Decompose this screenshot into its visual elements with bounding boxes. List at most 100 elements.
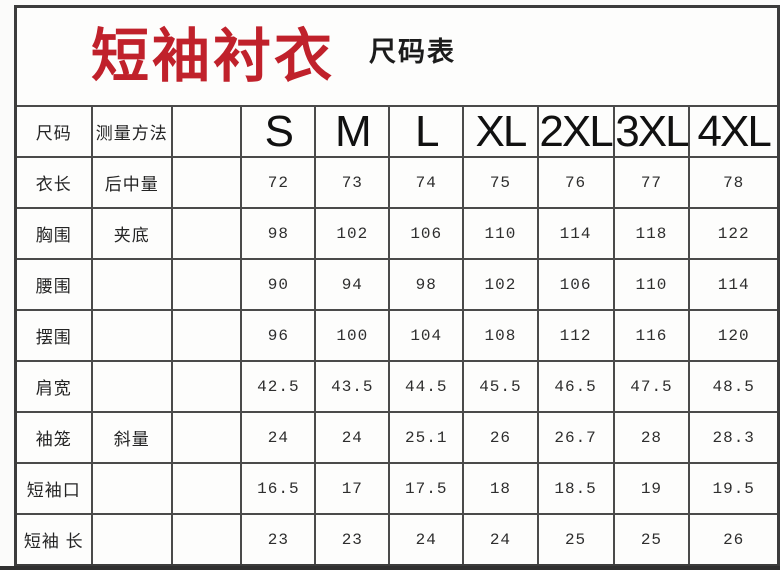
- header-row: 尺码 测量方法 S M L XL 2XL 3XL 4XL: [14, 105, 780, 158]
- column-header-method: 测量方法: [90, 105, 174, 158]
- value-cell: 108: [462, 309, 539, 362]
- value-cell: 28.3: [688, 411, 780, 464]
- value-cell: 17: [314, 462, 391, 515]
- product-title: 短袖衬衣: [91, 23, 336, 89]
- value-cell: 112: [536, 309, 615, 362]
- value-cell: 23: [314, 513, 391, 567]
- value-cell: 43.5: [314, 360, 391, 413]
- row-method: 斜量: [90, 411, 174, 464]
- value-cell: 120: [688, 309, 780, 362]
- value-cell: 90: [240, 258, 317, 311]
- spare-cell: [171, 360, 243, 413]
- row-label: 肩宽: [14, 360, 93, 413]
- value-cell: 24: [462, 513, 539, 567]
- value-cell: 73: [314, 156, 391, 209]
- value-cell: 102: [462, 258, 539, 311]
- bottom-edge-line: [0, 566, 780, 570]
- chart-title: 尺码表: [369, 37, 457, 67]
- spare-cell: [171, 309, 243, 362]
- row-method: [90, 258, 174, 311]
- title-row: 短袖衬衣 尺码表: [14, 5, 780, 107]
- value-cell: 18: [462, 462, 539, 515]
- value-cell: 98: [240, 207, 317, 260]
- value-cell: 26.7: [536, 411, 615, 464]
- value-cell: 74: [388, 156, 465, 209]
- column-header-size-2xl: 2XL: [536, 105, 615, 158]
- value-cell: 76: [536, 156, 615, 209]
- value-cell: 116: [612, 309, 691, 362]
- table-row-chest: 胸围 夹底 98 102 106 110 114 118 122: [14, 207, 780, 260]
- value-cell: 94: [314, 258, 391, 311]
- row-method: [90, 513, 174, 567]
- value-cell: 114: [536, 207, 615, 260]
- spare-cell: [171, 207, 243, 260]
- row-label: 衣长: [14, 156, 93, 209]
- value-cell: 19.5: [688, 462, 780, 515]
- value-cell: 118: [612, 207, 691, 260]
- value-cell: 25.1: [388, 411, 465, 464]
- table-row-waist: 腰围 90 94 98 102 106 110 114: [14, 258, 780, 311]
- value-cell: 106: [536, 258, 615, 311]
- column-header-size-m: M: [314, 105, 391, 158]
- value-cell: 114: [688, 258, 780, 311]
- size-chart-table: 短袖衬衣 尺码表 尺码 测量方法 S M L XL 2XL 3XL 4XL 衣长…: [14, 5, 780, 567]
- value-cell: 45.5: [462, 360, 539, 413]
- value-cell: 110: [462, 207, 539, 260]
- value-cell: 46.5: [536, 360, 615, 413]
- value-cell: 42.5: [240, 360, 317, 413]
- column-header-size-xl: XL: [462, 105, 539, 158]
- value-cell: 19: [612, 462, 691, 515]
- spare-cell: [171, 156, 243, 209]
- title-wrap: 短袖衬衣 尺码表: [17, 23, 777, 89]
- value-cell: 23: [240, 513, 317, 567]
- row-method: 后中量: [90, 156, 174, 209]
- value-cell: 18.5: [536, 462, 615, 515]
- row-label: 腰围: [14, 258, 93, 311]
- table-row-sleeve-length: 短袖 长 23 23 24 24 25 25 26: [14, 513, 780, 567]
- column-header-size-l: L: [388, 105, 465, 158]
- spare-cell: [171, 258, 243, 311]
- value-cell: 24: [388, 513, 465, 567]
- value-cell: 77: [612, 156, 691, 209]
- value-cell: 26: [462, 411, 539, 464]
- column-header-size-s: S: [240, 105, 317, 158]
- value-cell: 98: [388, 258, 465, 311]
- value-cell: 17.5: [388, 462, 465, 515]
- column-header-size-name: 尺码: [14, 105, 93, 158]
- value-cell: 100: [314, 309, 391, 362]
- value-cell: 122: [688, 207, 780, 260]
- value-cell: 26: [688, 513, 780, 567]
- value-cell: 102: [314, 207, 391, 260]
- row-method: [90, 360, 174, 413]
- table-row-shoulder: 肩宽 42.5 43.5 44.5 45.5 46.5 47.5 48.5: [14, 360, 780, 413]
- size-chart-sheet: 短袖衬衣 尺码表 尺码 测量方法 S M L XL 2XL 3XL 4XL 衣长…: [14, 5, 780, 567]
- row-method: 夹底: [90, 207, 174, 260]
- value-cell: 16.5: [240, 462, 317, 515]
- value-cell: 106: [388, 207, 465, 260]
- value-cell: 28: [612, 411, 691, 464]
- value-cell: 72: [240, 156, 317, 209]
- row-label: 摆围: [14, 309, 93, 362]
- value-cell: 24: [240, 411, 317, 464]
- column-header-size-4xl: 4XL: [688, 105, 780, 158]
- value-cell: 25: [536, 513, 615, 567]
- table-row-hem: 摆围 96 100 104 108 112 116 120: [14, 309, 780, 362]
- value-cell: 96: [240, 309, 317, 362]
- table-row-garment-length: 衣长 后中量 72 73 74 75 76 77 78: [14, 156, 780, 209]
- column-header-size-3xl: 3XL: [612, 105, 691, 158]
- value-cell: 104: [388, 309, 465, 362]
- row-label: 袖笼: [14, 411, 93, 464]
- row-label: 短袖 长: [14, 513, 93, 567]
- value-cell: 48.5: [688, 360, 780, 413]
- value-cell: 24: [314, 411, 391, 464]
- title-cell: 短袖衬衣 尺码表: [14, 5, 780, 107]
- table-row-armhole: 袖笼 斜量 24 24 25.1 26 26.7 28 28.3: [14, 411, 780, 464]
- spare-cell: [171, 462, 243, 515]
- column-header-spare: [171, 105, 243, 158]
- table-row-cuff: 短袖口 16.5 17 17.5 18 18.5 19 19.5: [14, 462, 780, 515]
- row-method: [90, 462, 174, 515]
- row-label: 短袖口: [14, 462, 93, 515]
- value-cell: 75: [462, 156, 539, 209]
- value-cell: 44.5: [388, 360, 465, 413]
- row-label: 胸围: [14, 207, 93, 260]
